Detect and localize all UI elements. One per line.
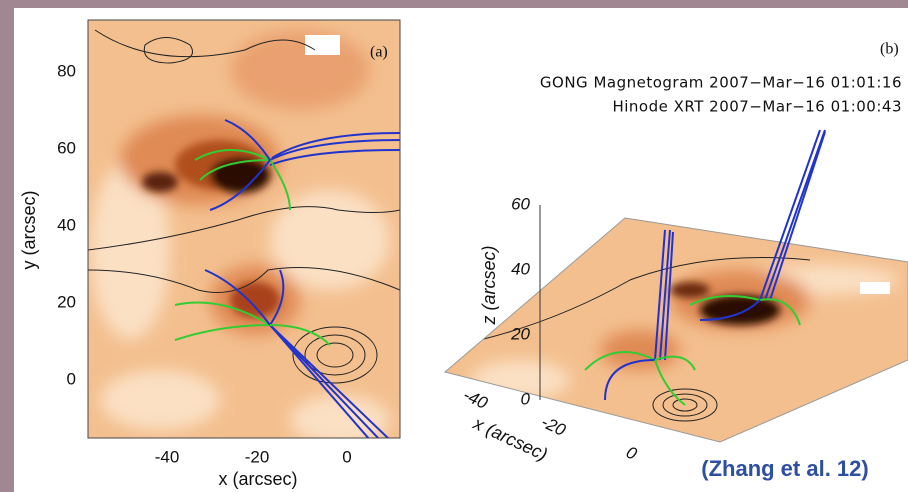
x-tick-label: -40	[155, 447, 180, 466]
z-tick-label: 20	[510, 324, 530, 343]
caption-line: Hinode XRT 2007−Mar−16 01:00:43	[612, 98, 902, 116]
panel-label: (b)	[880, 41, 899, 58]
y-tick-label: 60	[57, 138, 76, 157]
x-tick-label: -20	[245, 447, 270, 466]
z-tick-label: 40	[511, 259, 530, 278]
y-axis-label: y (arcsec)	[19, 190, 39, 269]
page: (a) y (arcsec) x (arcsec) 80 60 40 20 0 -40 -…	[0, 0, 908, 492]
y-tick-label: 40	[57, 215, 76, 234]
y-tick-label: 0	[67, 369, 76, 388]
x-axis-label: x (arcsec)	[218, 469, 297, 489]
y-tick-label: 80	[57, 61, 76, 80]
panel-label: (a)	[370, 44, 388, 61]
z-tick-label: 60	[511, 194, 530, 213]
caption-line: GONG Magnetogram 2007−Mar−16 01:01:16	[540, 74, 902, 92]
x-tick-label: 0	[342, 447, 351, 466]
z-tick-label: 0	[521, 389, 531, 408]
z-axis-label: z (arcsec)	[479, 245, 499, 325]
credit: (Zhang et al. 12)	[701, 456, 868, 481]
y-tick-label: 20	[57, 292, 76, 311]
slide: (a) y (arcsec) x (arcsec) 80 60 40 20 0 -40 -…	[0, 0, 908, 492]
panel-a-image	[88, 20, 400, 445]
